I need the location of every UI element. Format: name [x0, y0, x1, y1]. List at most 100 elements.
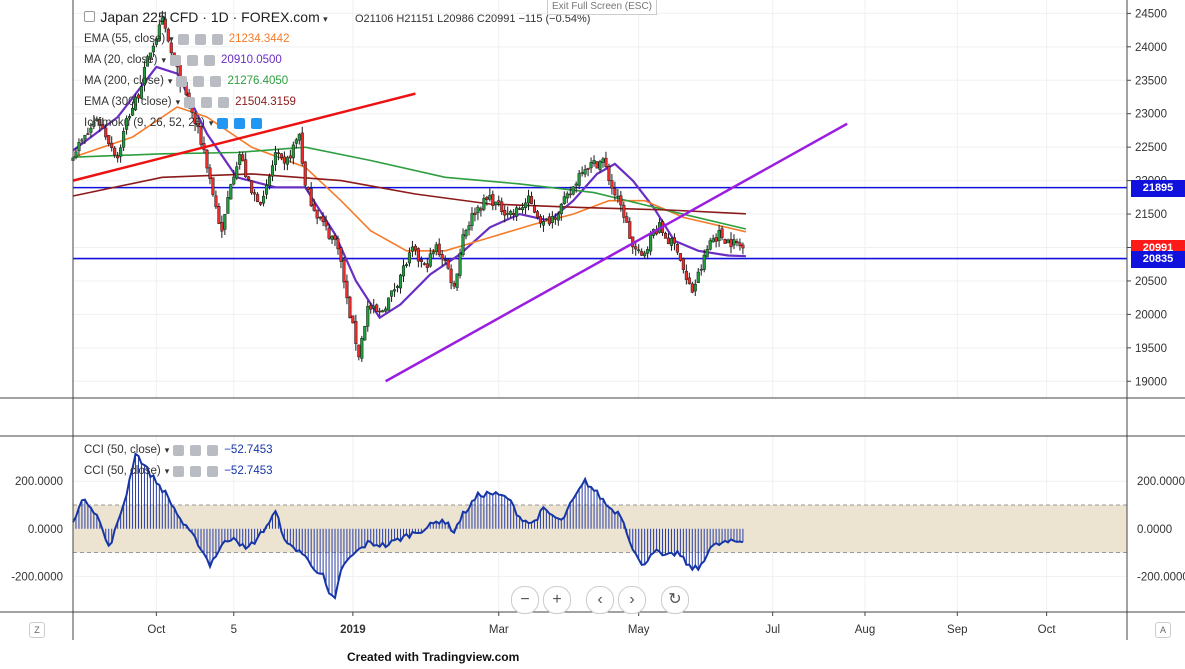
candle-body — [702, 254, 706, 270]
eye-icon[interactable] — [170, 54, 182, 66]
collapse-icon[interactable] — [84, 11, 95, 22]
candle-body — [714, 237, 718, 242]
legend-row[interactable]: CCI (50, close) ▾ −52.7453 — [84, 465, 273, 477]
candle-body — [672, 237, 676, 244]
exit-fullscreen-button[interactable]: Exit Full Screen (ESC) — [547, 0, 657, 15]
candle-body — [74, 151, 78, 158]
price-tick-label: 20500 — [1135, 276, 1167, 288]
candle-body — [634, 246, 638, 250]
candle-body — [125, 118, 129, 130]
candle-body — [122, 130, 126, 148]
close-icon[interactable] — [218, 96, 230, 108]
scroll-left-button[interactable]: ‹ — [586, 586, 614, 614]
timezone-corner-button[interactable]: Z — [29, 622, 45, 638]
eye-icon[interactable] — [176, 75, 188, 87]
candle-body — [303, 161, 307, 186]
close-icon[interactable] — [211, 33, 223, 45]
auto-scale-button[interactable]: A — [1155, 622, 1171, 638]
symbol-header[interactable]: Japan 225 CFD · 1D · FOREX.com ▾ — [84, 9, 328, 25]
close-icon[interactable] — [251, 117, 263, 129]
candle-body — [711, 238, 715, 243]
trendlines — [72, 92, 848, 383]
candle-body — [491, 194, 495, 206]
candle-body — [452, 282, 456, 287]
candle-body — [541, 221, 545, 226]
chevron-down-icon[interactable]: ▾ — [167, 75, 173, 86]
close-icon[interactable] — [210, 75, 222, 87]
candle-body — [675, 244, 679, 253]
candle-body — [413, 245, 417, 251]
candle-body — [646, 249, 650, 254]
candle-body — [512, 212, 516, 216]
candle-body — [339, 247, 343, 262]
gear-icon[interactable] — [193, 75, 205, 87]
eye-icon[interactable] — [173, 444, 185, 456]
gear-icon[interactable] — [190, 465, 202, 477]
candle-body — [133, 96, 138, 111]
candle-body — [449, 268, 453, 284]
candle-body — [276, 152, 280, 154]
legend-row[interactable]: MA (20, close) ▾ 20910.0500 — [84, 54, 282, 66]
candle-body — [312, 203, 316, 211]
close-icon[interactable] — [204, 54, 216, 66]
gear-icon[interactable] — [187, 54, 199, 66]
candle-body — [345, 280, 349, 299]
chevron-down-icon[interactable]: ▾ — [164, 444, 170, 455]
candle-body — [500, 201, 504, 212]
legend-row[interactable]: CCI (50, close) ▾ −52.7453 — [84, 444, 273, 456]
candle-body — [92, 121, 96, 127]
time-tick-label: 2019 — [340, 624, 366, 636]
price-tick-label: 23000 — [1135, 109, 1167, 121]
candle-body — [390, 290, 394, 297]
chevron-down-icon[interactable]: ▾ — [164, 465, 170, 476]
price-tag: 21895 — [1131, 179, 1185, 197]
gear-icon[interactable] — [201, 96, 213, 108]
chevron-down-icon[interactable]: ▾ — [161, 54, 167, 65]
chevron-down-icon[interactable]: ▾ — [175, 96, 181, 107]
indicator-value: −52.7453 — [224, 465, 273, 477]
indicator-value: 21276.4050 — [227, 75, 289, 87]
candle-body — [288, 155, 292, 159]
gear-icon[interactable] — [234, 117, 246, 129]
time-tick-label: Aug — [855, 624, 875, 636]
candle-body — [720, 228, 724, 238]
candle-body — [270, 165, 275, 177]
candle-body — [416, 248, 420, 262]
candle-body — [384, 308, 388, 312]
candle-body — [732, 239, 736, 246]
eye-icon[interactable] — [184, 96, 196, 108]
chevron-down-icon[interactable]: ▾ — [169, 33, 174, 44]
candle-body — [458, 253, 462, 276]
scroll-right-button[interactable]: › — [618, 586, 646, 614]
time-axis-ticks: Oct 5 2019 Mar May Jul Aug Sep Oct — [147, 612, 1056, 636]
close-icon[interactable] — [207, 444, 219, 456]
candle-body — [580, 172, 584, 174]
candle-body — [407, 252, 411, 264]
legend-row[interactable]: Ichimoku (9, 26, 52, 26) ▾ — [84, 117, 268, 129]
candle-body — [729, 238, 733, 248]
indicator-label: EMA (300, close) — [84, 96, 172, 108]
candle-body — [238, 154, 242, 165]
legend-row[interactable]: EMA (300, close) ▾ 21504.3159 — [84, 96, 296, 108]
chevron-down-icon[interactable]: ▾ — [208, 117, 214, 128]
indicator-label: MA (20, close) — [84, 54, 158, 66]
candle-body — [205, 149, 209, 169]
gear-icon[interactable] — [194, 33, 206, 45]
eye-icon[interactable] — [177, 33, 189, 45]
zoom-in-button[interactable]: + — [543, 586, 571, 614]
zoom-out-button[interactable]: − — [511, 586, 539, 614]
chevron-down-icon[interactable]: ▾ — [323, 14, 328, 24]
candle-body — [428, 253, 432, 267]
candle-body — [110, 142, 114, 148]
candle-body — [130, 107, 135, 116]
candle-body — [315, 209, 319, 219]
horizontal-levels — [73, 186, 1127, 260]
candle-body — [285, 157, 289, 165]
legend-row[interactable]: EMA (55, close) ▾ 21234.3442 — [84, 33, 289, 45]
eye-icon[interactable] — [173, 465, 185, 477]
reset-chart-button[interactable]: ↻ — [661, 586, 689, 614]
eye-icon[interactable] — [217, 117, 229, 129]
close-icon[interactable] — [207, 465, 219, 477]
legend-row[interactable]: MA (200, close) ▾ 21276.4050 — [84, 75, 288, 87]
gear-icon[interactable] — [190, 444, 202, 456]
